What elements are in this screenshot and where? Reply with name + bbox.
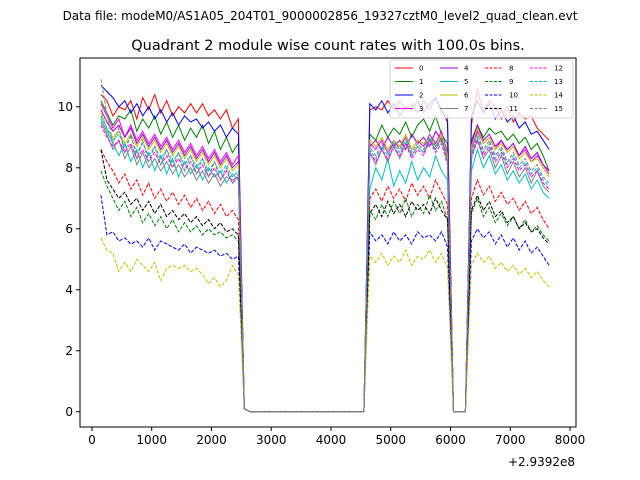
x-tick-label: 4000 — [316, 433, 347, 447]
series-line-15 — [100, 79, 550, 413]
series-line-11 — [100, 149, 550, 413]
x-tick-label: 7000 — [495, 433, 526, 447]
legend-label-12: 12 — [554, 65, 563, 73]
y-tick-label: 4 — [65, 283, 73, 297]
legend-label-0: 0 — [419, 65, 423, 73]
legend-label-1: 1 — [419, 78, 423, 86]
y-tick-label: 2 — [65, 344, 73, 358]
x-tick-label: 3000 — [256, 433, 287, 447]
series-line-12 — [100, 124, 550, 413]
x-tick-label: 6000 — [435, 433, 466, 447]
plot-frame — [79, 57, 577, 428]
x-tick-label: 0 — [88, 433, 96, 447]
x-tick-label: 1000 — [136, 433, 167, 447]
x-offset-text: +2.9392e8 — [508, 455, 575, 469]
legend-label-6: 6 — [464, 92, 469, 100]
figure-suptitle: Data file: modeM0/AS1A05_204T01_90000028… — [63, 9, 578, 23]
legend-label-10: 10 — [509, 92, 518, 100]
x-tick-label: 8000 — [555, 433, 586, 447]
y-tick-label: 6 — [65, 222, 73, 236]
series-line-14 — [100, 237, 550, 413]
series-line-8 — [100, 149, 550, 413]
x-tick-label: 5000 — [375, 433, 406, 447]
legend-label-3: 3 — [419, 105, 423, 113]
legend-label-8: 8 — [509, 65, 513, 73]
series-line-13 — [100, 115, 550, 413]
axes-ticks: 0 1000 2000 3000 4000 5000 6000 7000 8000 0 2 4 6 8 10 — [58, 100, 586, 447]
legend-label-7: 7 — [464, 105, 468, 113]
legend-label-14: 14 — [554, 92, 563, 100]
legend-label-13: 13 — [554, 78, 563, 86]
legend-label-2: 2 — [419, 92, 423, 100]
series-line-6 — [100, 112, 550, 413]
legend-label-4: 4 — [464, 65, 469, 73]
series-line-5 — [100, 118, 550, 413]
y-tick-label: 8 — [65, 161, 73, 175]
y-tick-label: 0 — [65, 405, 73, 419]
chart-title: Quadrant 2 module wise count rates with … — [131, 38, 525, 54]
x-tick-label: 2000 — [196, 433, 227, 447]
series-line-10 — [100, 195, 550, 413]
legend-label-15: 15 — [554, 105, 563, 113]
series-layer — [100, 79, 550, 413]
legend-label-5: 5 — [464, 78, 468, 86]
series-line-7 — [100, 121, 550, 413]
y-tick-label: 10 — [58, 100, 73, 114]
legend-box — [389, 59, 574, 119]
legend-label-9: 9 — [509, 78, 513, 86]
legend-label-11: 11 — [509, 105, 518, 113]
